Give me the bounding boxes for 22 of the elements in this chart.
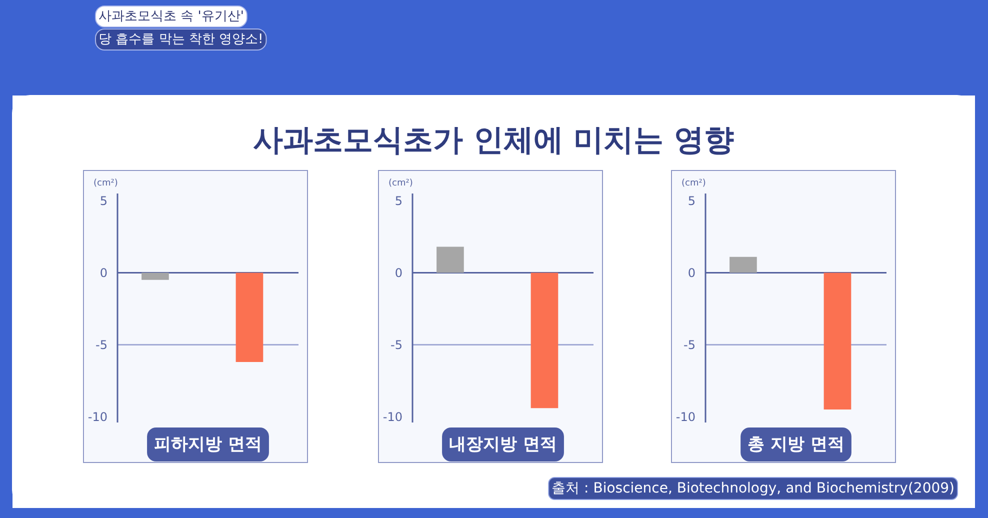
source-note: 출처 : Bioscience, Biotechnology, and Biochemistry(2009) bbox=[552, 480, 954, 496]
x-axis-title: 피하지방 면적 bbox=[154, 434, 262, 454]
text: 사과초모식초가 인체에 미치는 영향 bbox=[252, 123, 734, 158]
y-tick-label: -5 bbox=[96, 338, 108, 352]
x-axis-title: 총 지방 면적 bbox=[748, 434, 844, 454]
text: 당 흡수를 막는 착한 영양소! bbox=[98, 32, 264, 47]
y-tick-label: -5 bbox=[390, 338, 403, 352]
y-tick-label: 5 bbox=[100, 194, 108, 208]
text: 사과초모식초 속 '유기산' bbox=[98, 9, 244, 24]
y-tick-label: 5 bbox=[394, 194, 403, 208]
y-tick-label: -10 bbox=[676, 410, 696, 424]
y-tick-label: -10 bbox=[88, 410, 108, 424]
y-tick-label: 0 bbox=[394, 266, 403, 280]
y-tick-label: 0 bbox=[100, 266, 108, 280]
y-axis-title: (cm²) bbox=[94, 178, 118, 188]
y-axis-title: (cm²) bbox=[388, 178, 413, 188]
y-axis-title: (cm²) bbox=[682, 178, 706, 188]
y-tick-label: -10 bbox=[382, 410, 403, 424]
y-tick-label: 5 bbox=[688, 194, 696, 208]
y-tick-label: 0 bbox=[688, 266, 696, 280]
y-tick-label: -5 bbox=[684, 338, 696, 352]
x-axis-title: 내장지방 면적 bbox=[449, 434, 557, 454]
